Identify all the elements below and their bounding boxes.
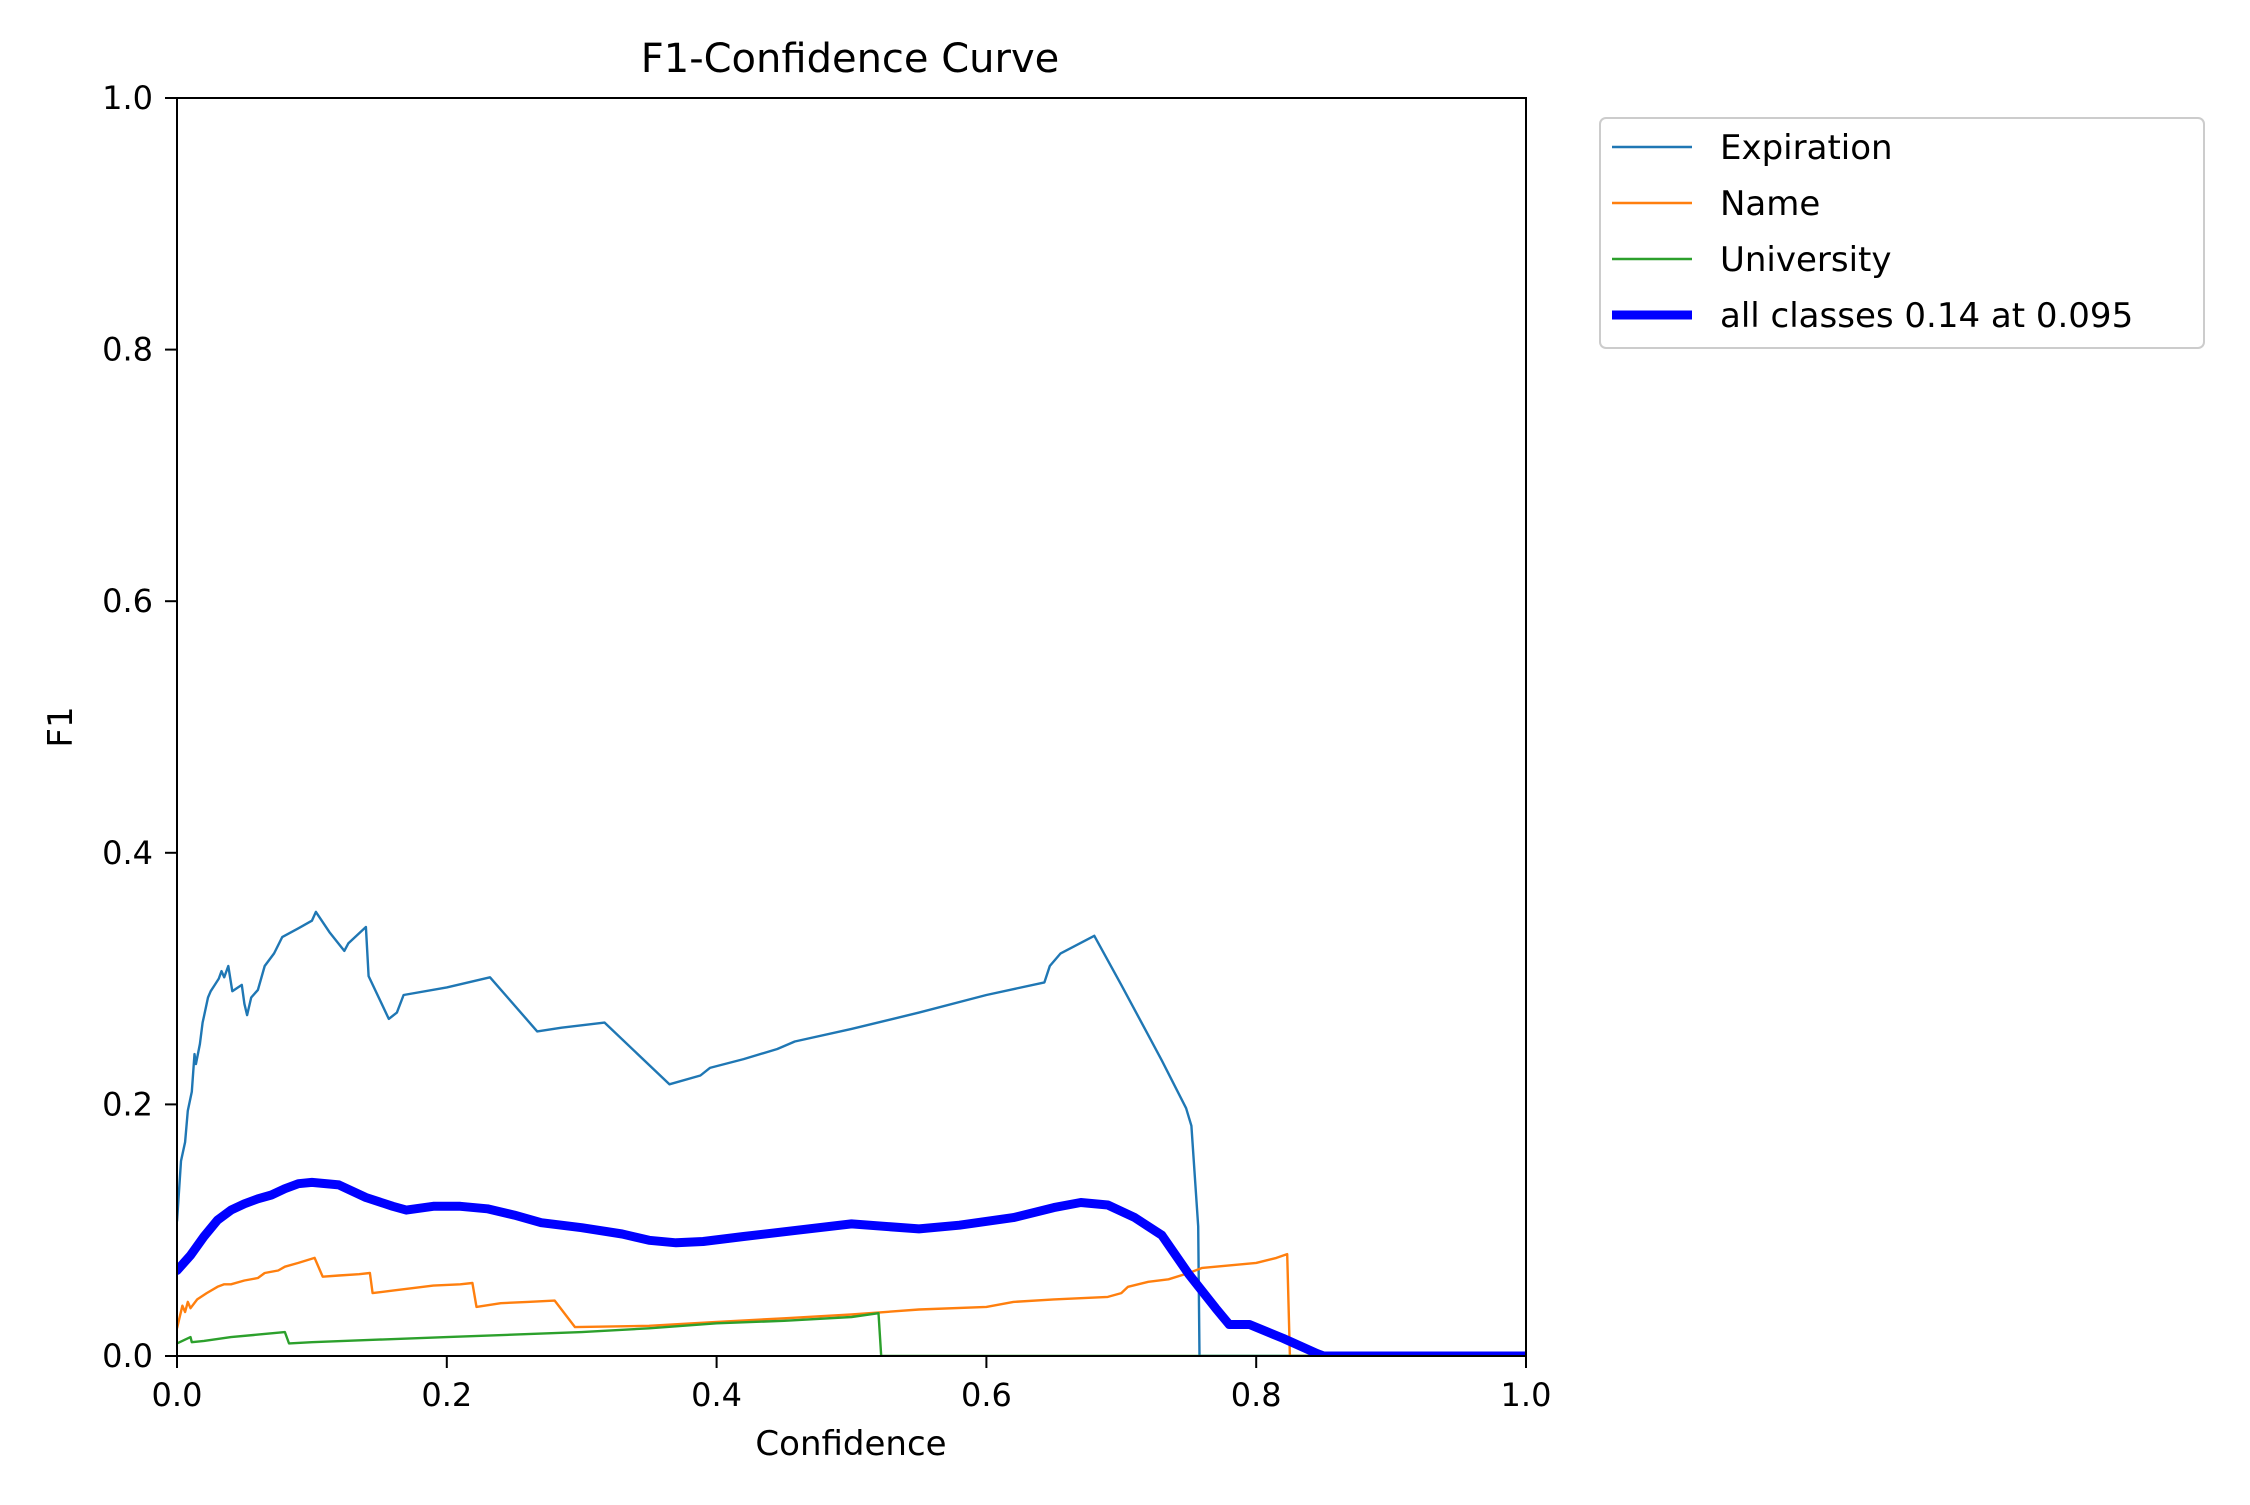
y-tick-label: 1.0 xyxy=(102,79,153,117)
y-axis: 0.0 0.2 0.4 0.6 0.8 1.0 xyxy=(102,79,177,1375)
legend-label: all classes 0.14 at 0.095 xyxy=(1720,296,2133,336)
x-tick-label: 0.4 xyxy=(691,1376,742,1414)
x-tick-label: 0.8 xyxy=(1231,1376,1282,1414)
x-axis-label: Confidence xyxy=(755,1424,946,1464)
y-tick-label: 0.6 xyxy=(102,582,153,620)
x-tick-label: 1.0 xyxy=(1501,1376,1552,1414)
series-line-name xyxy=(177,1252,1526,1356)
legend-label: Expiration xyxy=(1720,128,1893,168)
x-axis: 0.0 0.2 0.4 0.6 0.8 1.0 xyxy=(152,1356,1552,1414)
legend: Expiration Name University all classes 0.14… xyxy=(1599,117,2205,349)
plot-frame xyxy=(176,97,1527,1357)
series-line-expiration xyxy=(177,910,1526,1356)
y-tick-label: 0.2 xyxy=(102,1085,153,1123)
legend-box xyxy=(1599,117,2205,349)
x-tick-label: 0.6 xyxy=(961,1376,1012,1414)
series-line-university xyxy=(177,1312,1526,1356)
x-tick-label: 0.2 xyxy=(421,1376,472,1414)
plot-area xyxy=(176,97,1527,1357)
series-layer xyxy=(177,910,1526,1356)
legend-label: University xyxy=(1720,240,1892,280)
y-tick-label: 0.8 xyxy=(102,331,153,369)
x-tick-label: 0.0 xyxy=(152,1376,203,1414)
series-line-all xyxy=(177,1177,1526,1356)
legend-items: Expiration Name University all classes 0.14… xyxy=(1612,128,2133,336)
y-tick-label: 0.4 xyxy=(102,834,153,872)
y-axis-label: F1 xyxy=(41,706,81,747)
y-tick-label: 0.0 xyxy=(102,1337,153,1375)
chart-title: F1-Confidence Curve xyxy=(641,36,1060,82)
legend-label: Name xyxy=(1720,184,1820,224)
